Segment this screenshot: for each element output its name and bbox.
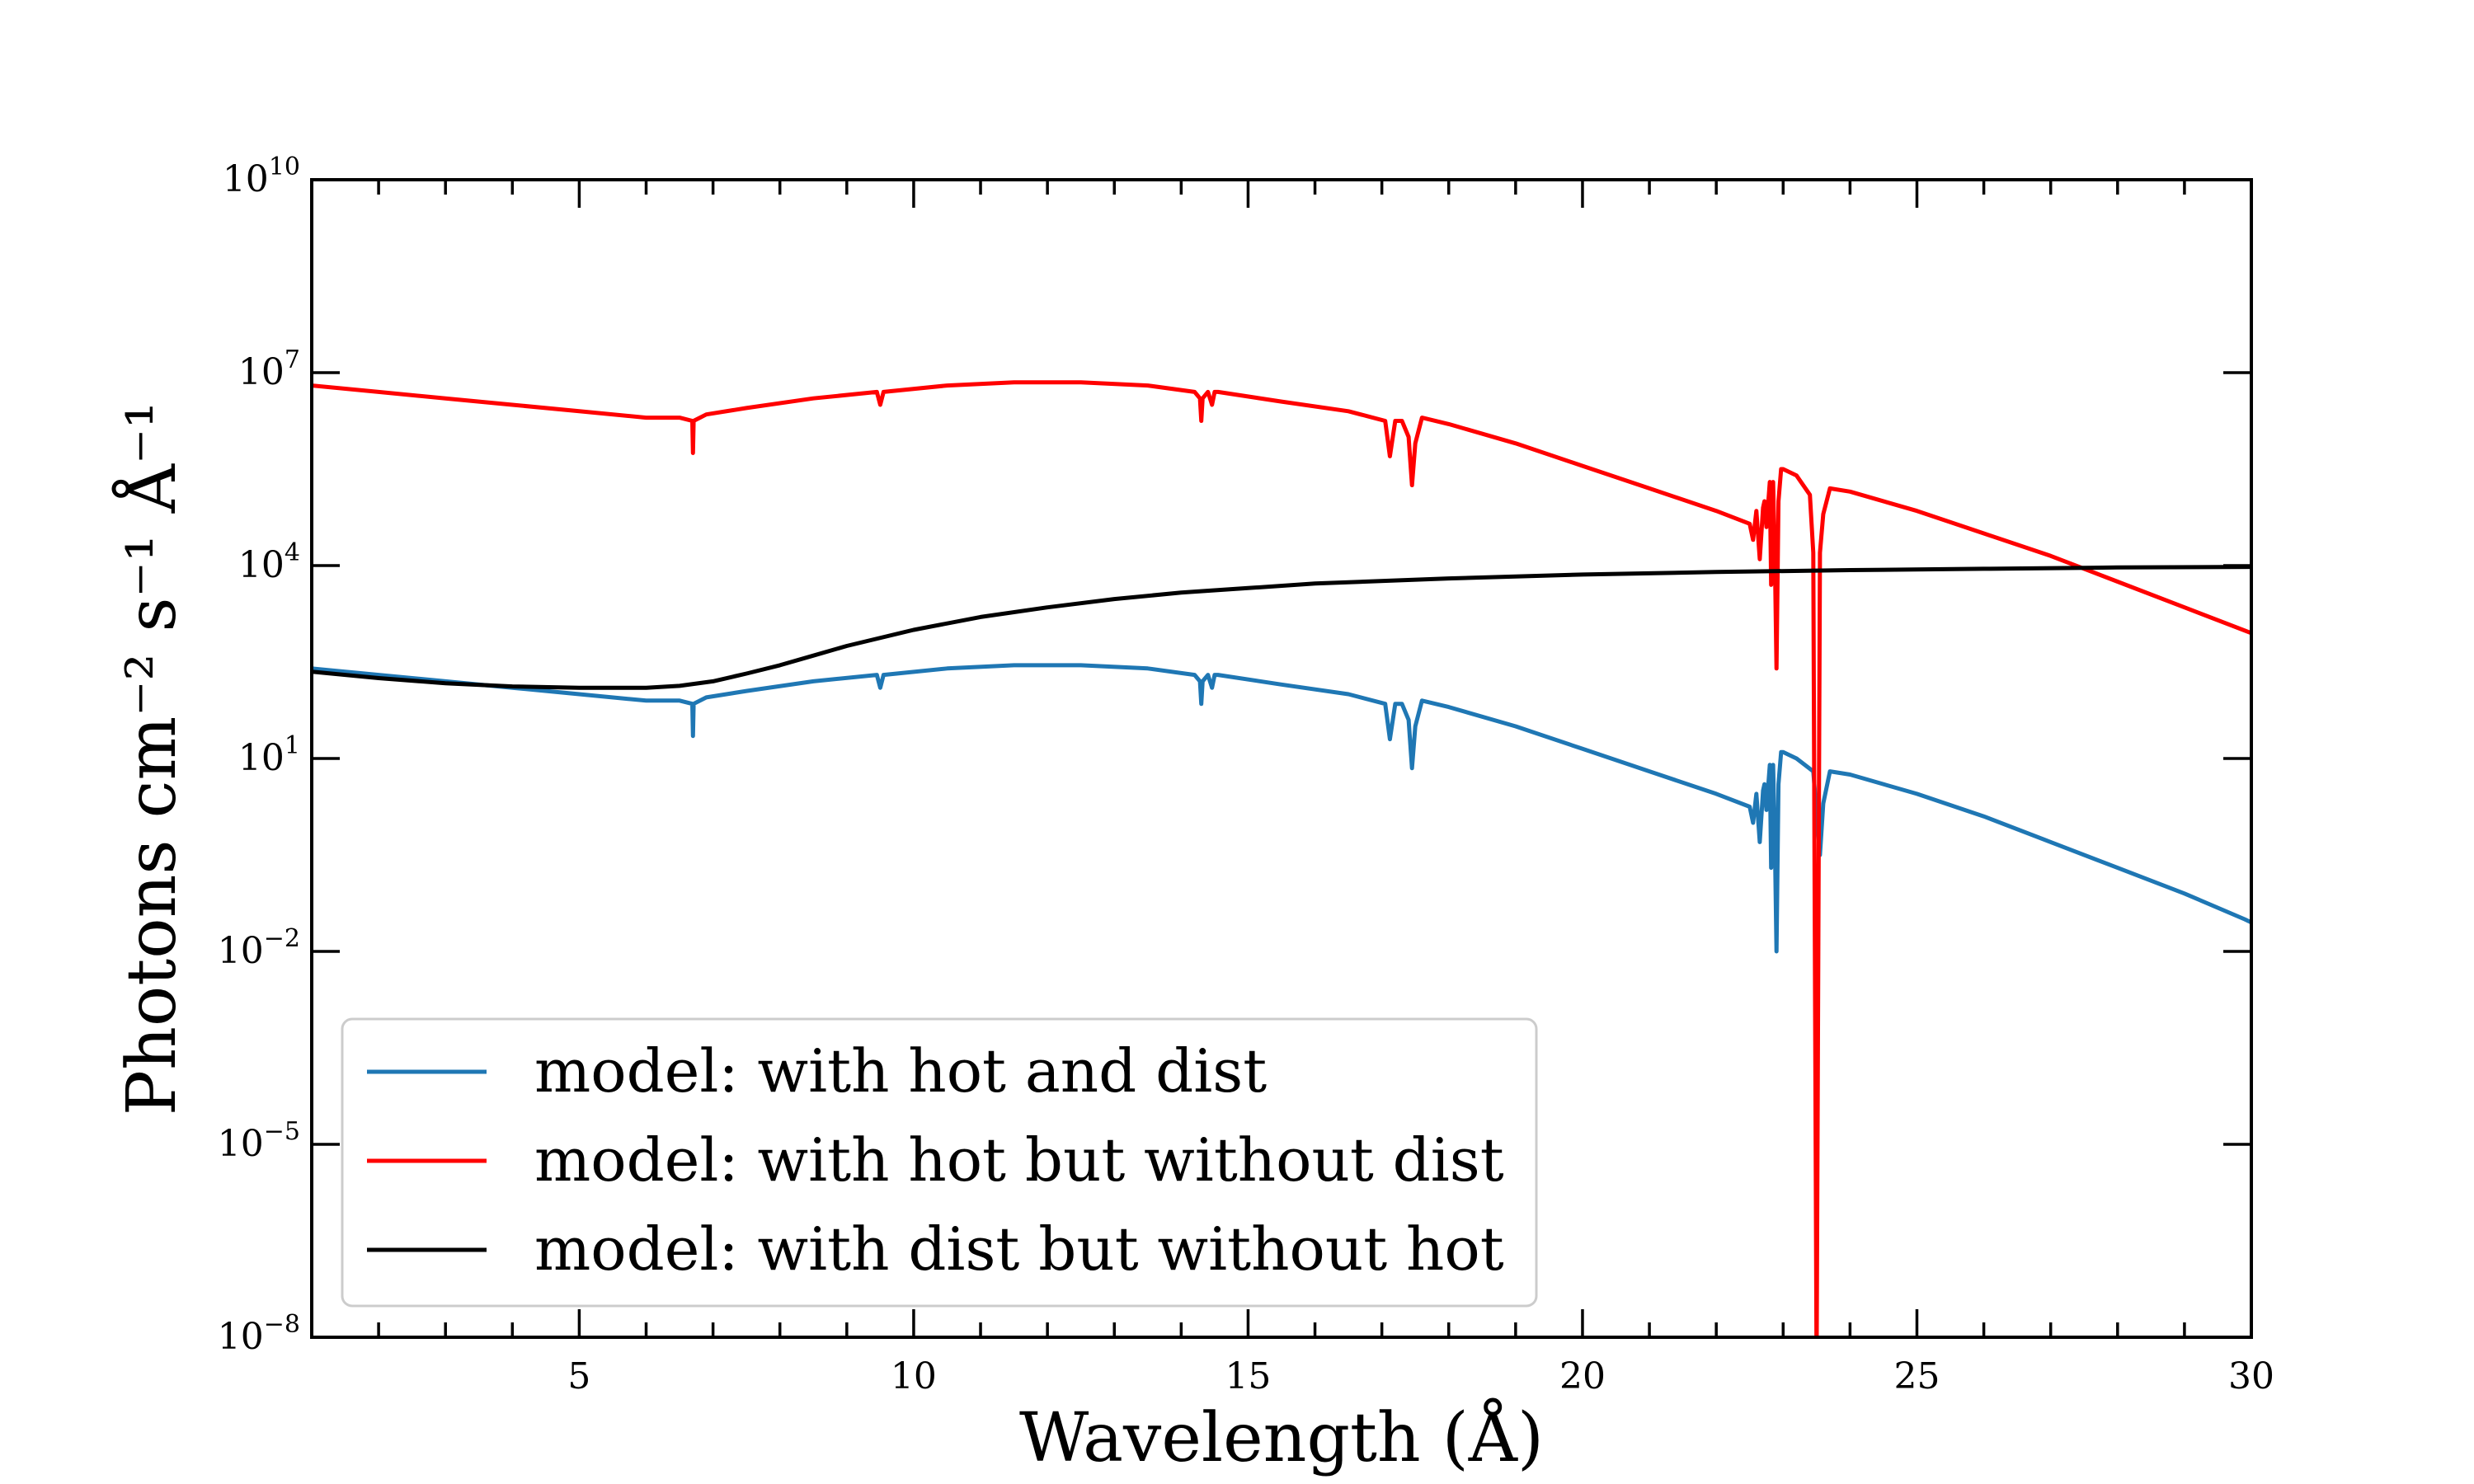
y-tick-label: 101 (238, 731, 300, 779)
x-tick-label: 15 (1225, 1355, 1271, 1397)
series-layer (312, 380, 2251, 1337)
y-tick-label: 1010 (223, 153, 300, 200)
series-line-3 (312, 565, 2251, 690)
y-tick-label: 10−2 (218, 924, 300, 972)
x-tick-label: 30 (2228, 1355, 2274, 1397)
axes-frame (310, 178, 2253, 1339)
series-line-2 (312, 380, 2251, 1337)
x-tick-label: 25 (1893, 1355, 1940, 1397)
x-tick-label: 10 (891, 1355, 937, 1397)
legend-label-2: model: with hot but without dist (534, 1125, 1504, 1195)
x-tick-label: 5 (567, 1355, 590, 1397)
legend: model: with hot and dist model: with hot … (341, 1017, 1538, 1308)
y-tick-label: 104 (238, 538, 300, 586)
y-tick-label: 10−8 (218, 1310, 300, 1358)
series-line-1 (312, 663, 2251, 954)
legend-label-1: model: with hot and dist (534, 1036, 1267, 1106)
y-tick-label: 10−5 (218, 1117, 300, 1165)
y-tick-label: 107 (238, 345, 300, 393)
ticks-layer: 5 10 15 20 25 30 10−8 10−5 10−2 101 104 107 1010 (218, 153, 2274, 1397)
legend-box (341, 1017, 1538, 1308)
y-axis-title: Photons cm⁻² s⁻¹ Å⁻¹ (111, 402, 191, 1115)
x-tick-label: 20 (1559, 1355, 1606, 1397)
x-axis-title: Wavelength (Å) (1019, 1397, 1544, 1477)
plot-frame (310, 178, 2253, 1339)
legend-label-3: model: with dist but without hot (534, 1214, 1504, 1284)
